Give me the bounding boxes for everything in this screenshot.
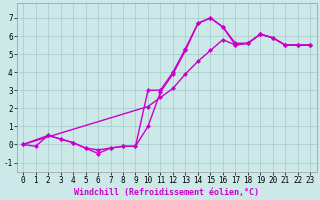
X-axis label: Windchill (Refroidissement éolien,°C): Windchill (Refroidissement éolien,°C) — [74, 188, 259, 197]
